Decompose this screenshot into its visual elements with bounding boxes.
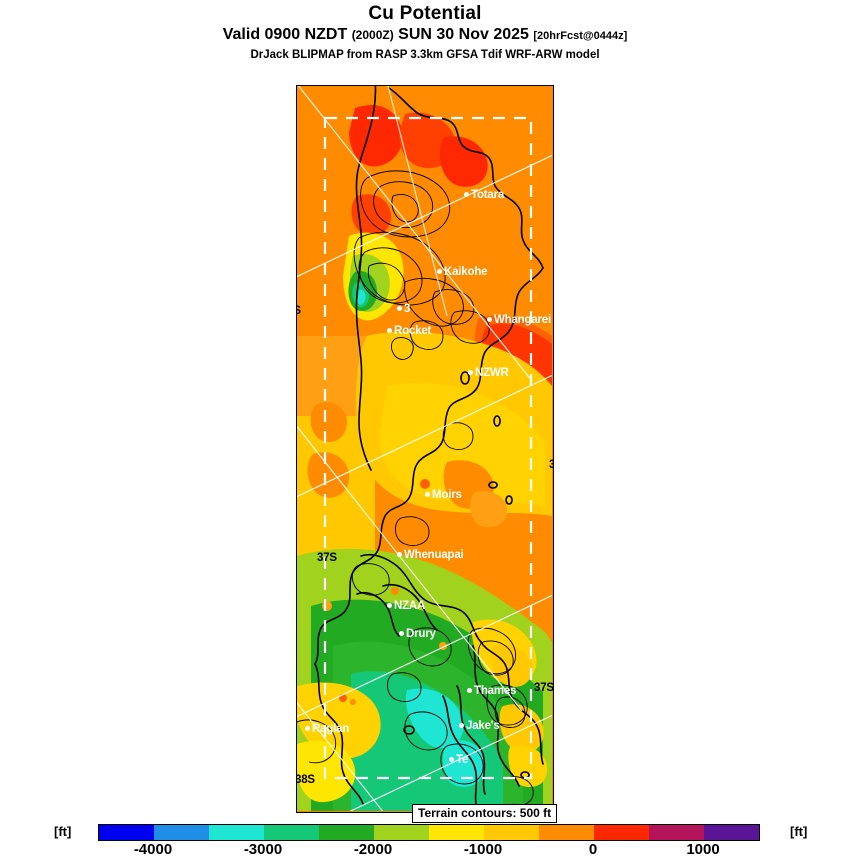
colorbar-swatch-5 <box>374 825 429 840</box>
grid-label-36s: 36S <box>549 459 553 471</box>
grid-label-37s: 37S <box>534 682 554 694</box>
colorbar-tick-4: 0 <box>588 841 598 858</box>
valid-time-zulu: (2000Z) <box>351 28 394 42</box>
valid-time: Valid 0900 NZDT <box>222 26 348 43</box>
page-title: Cu Potential <box>368 3 482 24</box>
colorbar-tick-2: -2000 <box>353 841 393 858</box>
model-description: DrJack BLIPMAP from RASP 3.3km GFSA Tdif… <box>250 49 600 61</box>
terrain-contour-legend: Terrain contours: 500 ft <box>412 804 558 823</box>
colorbar-swatch-11 <box>704 825 759 840</box>
grid-label-37s: 37S <box>317 552 337 564</box>
colorbar-gradient <box>98 824 760 841</box>
grid-label-36s: 36S <box>297 305 301 317</box>
grid-label-38s: 38S <box>296 774 315 786</box>
colorbar-tick-1: -3000 <box>243 841 283 858</box>
colorbar-swatch-8 <box>539 825 594 840</box>
chart-header: Cu Potential Valid 0900 NZDT (2000Z) SUN… <box>0 0 850 62</box>
colorbar-swatch-6 <box>429 825 484 840</box>
colorbar-swatch-7 <box>484 825 539 840</box>
colorbar-tick-3: -1000 <box>463 841 503 858</box>
forecast-tag: [20hrFcst@0444z] <box>533 30 628 42</box>
map-container: 173E35S36S36S37S37S38S TotaraKaikoheWhan… <box>296 85 554 813</box>
colorbar-swatch-9 <box>594 825 649 840</box>
colorbar-swatch-4 <box>319 825 374 840</box>
valid-date: SUN 30 Nov 2025 <box>398 26 529 43</box>
colorbar-swatch-2 <box>209 825 264 840</box>
colorbar-swatch-10 <box>649 825 704 840</box>
colorbar-tick-0: -4000 <box>133 841 173 858</box>
colorbar-swatch-3 <box>264 825 319 840</box>
cu-potential-heatmap <box>297 86 552 811</box>
colorbar-unit-right: [ft] <box>790 824 808 839</box>
colorbar-swatch-0 <box>99 825 154 840</box>
colorbar-swatch-1 <box>154 825 209 840</box>
valid-time-line: Valid 0900 NZDT (2000Z) SUN 30 Nov 2025 … <box>0 25 850 46</box>
colorbar-tick-5: 1000 <box>686 841 720 858</box>
colorbar-tick-labels: -4000 -3000 -2000 -1000 0 1000 <box>98 841 758 861</box>
map-plot-area: 173E35S36S36S37S37S38S TotaraKaikoheWhan… <box>296 85 554 813</box>
colorbar-area: [ft] -4000 -3000 -2000 -1000 0 1000 [ft] <box>0 822 850 860</box>
colorbar-unit-left: [ft] <box>54 824 72 839</box>
